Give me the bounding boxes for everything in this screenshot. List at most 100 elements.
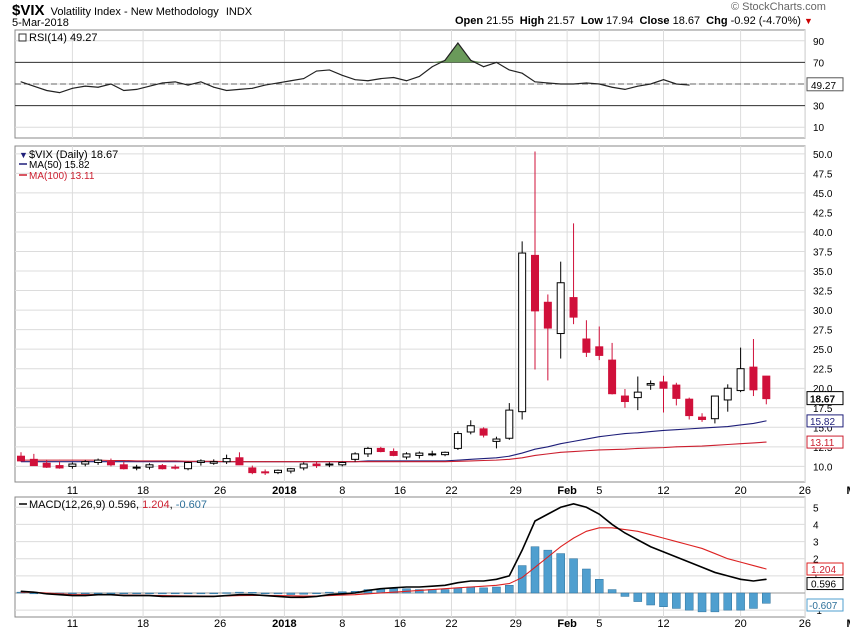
macd-hist-bar [492,586,501,594]
macd-point [264,595,266,597]
macd-point [740,578,742,580]
macd-point [650,546,652,548]
macd-x-label: 29 [510,618,522,630]
macd-hist-bar [659,592,668,607]
candle-body [646,383,655,386]
ma-point [418,460,420,462]
macd-point [200,595,202,597]
price-tick-label: 40.0 [813,228,833,239]
candle-body [479,428,488,436]
macd-badge [806,577,844,591]
macd-hist-bar [235,591,244,594]
ma-point [753,442,754,444]
macd-signal-point [611,527,613,529]
ma-point [521,457,523,459]
candle-body [633,391,642,399]
rsi-point [585,82,587,84]
rsi-point [136,88,138,90]
candle-body [556,282,565,335]
rsi-point [624,88,626,90]
ma-point [393,461,395,463]
macd-hist-bar [389,588,398,594]
ma-point [688,446,690,447]
ma-point [380,460,382,462]
open-label: Open [455,15,484,27]
macd-point [470,580,472,582]
exchange: INDX [225,6,253,18]
candle-body [17,455,25,462]
ma100-legend: MA(100) 13.11 [29,171,95,182]
macd-hist-bar [222,592,231,594]
rsi-point [688,84,690,86]
high-label: High [519,15,545,27]
rsi-point [470,59,472,61]
close-value: 18.67 [672,15,701,27]
macd-signal-point [740,561,741,563]
macd-hist-bar [479,587,488,594]
ma-point [586,450,587,452]
rsi-point [457,42,459,44]
ma-point [598,449,600,451]
macd-point [290,596,292,598]
macd-point [238,594,240,596]
macd-x-label: 5 [596,618,602,630]
macd-hist-bar [273,592,283,595]
ohlc-readout: Open 21.55 High 21.57 Low 17.94 Close 18… [455,15,813,27]
macd-point [675,556,677,558]
ma-point [406,461,407,463]
price-x-label: 11 [67,485,78,497]
ma-point [123,460,125,461]
close-label: Close [639,15,670,27]
hist-last-value: -0.607 [809,601,838,612]
ma-point [264,461,266,463]
rsi-tick-label: 10 [813,123,825,134]
candle-body [505,409,514,439]
macd-hist-bar [684,592,694,611]
price-x-label: 26 [799,485,811,497]
rsi-point [174,81,176,83]
hist-badge [806,598,844,612]
macd-hist-bar [299,592,308,595]
macd-hist-bar [106,592,116,595]
macd-signal-point [560,546,562,548]
macd-point [508,575,510,577]
price-tick-label: 15.0 [813,423,833,434]
macd-hist-bar [646,592,655,606]
open-value: 21.55 [486,15,514,27]
rsi-overbought-fill [432,42,484,63]
rsi-point [97,86,99,88]
rsi-point [663,79,664,81]
price-x-label: 16 [394,485,406,497]
ma-point [740,443,741,445]
candle-body [543,301,552,329]
price-x-label: 22 [445,485,457,497]
macd-point [187,595,189,597]
macd-tick-label: 2 [813,555,819,566]
ma-point [444,460,446,462]
rsi-point [393,77,395,79]
rsi-tick-label: 90 [813,37,825,48]
ma-point [329,461,330,463]
candle-body [55,465,64,469]
price-last-badge [806,391,844,406]
rsi-point [84,85,86,87]
macd-point [303,596,305,598]
price-x-label: 8 [339,485,345,497]
rsi-point [495,61,497,63]
macd-point [637,539,639,541]
macd-hist-bar [569,558,578,594]
watermark: © StockCharts.com [731,1,826,13]
price-tick-label: 25.0 [813,345,833,356]
price-tick-label: 17.5 [813,404,833,415]
macd-hist-bar [338,591,347,594]
ma-point [457,459,459,461]
rsi-point [367,80,369,82]
rsi-tick-label: 30 [813,102,825,113]
candle-body [698,416,707,420]
macd-signal-point [534,566,536,568]
macd-hist-bar [196,592,206,595]
ma-point [59,459,60,461]
price-legend-marker: ▼ [19,150,28,160]
macd-hist-bar [723,592,732,611]
macd-signal-point [508,583,510,584]
